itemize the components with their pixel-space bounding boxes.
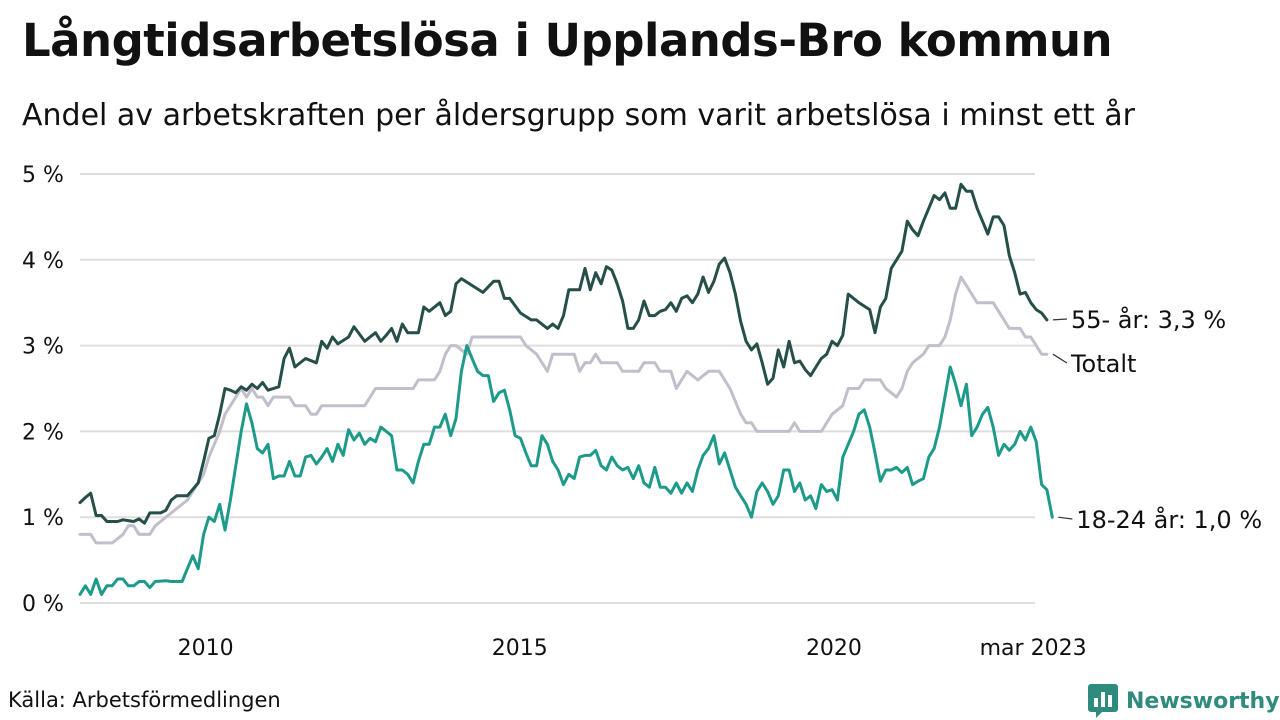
x-tick-label: mar 2023: [980, 636, 1087, 661]
series-end-label: 18-24 år: 1,0 %: [1076, 505, 1262, 534]
end-label-leader: [1058, 516, 1073, 520]
brand-name: Newsworthy: [1126, 688, 1280, 714]
y-tick-label: 0 %: [22, 592, 64, 617]
y-tick-label: 4 %: [22, 249, 64, 274]
series-lines: [78, 182, 1054, 596]
series-end-label: Totalt: [1070, 350, 1136, 378]
x-axis-tick-labels: 2010 2015 2020 mar 2023: [178, 636, 1087, 661]
y-tick-label: 5 %: [22, 163, 64, 188]
gridlines: [80, 173, 1035, 604]
series-line: [78, 182, 1049, 525]
brand-logo: Newsworthy: [1088, 684, 1280, 718]
y-axis-tick-labels: 0 % 1 % 2 % 3 % 4 % 5 %: [22, 163, 64, 617]
chart-subtitle: Andel av arbetskraften per åldersgrupp s…: [22, 98, 1135, 133]
y-tick-label: 2 %: [22, 420, 64, 445]
series-line: [78, 275, 1049, 545]
series-end-label: 55- år: 3,3 %: [1071, 305, 1226, 334]
bar-chart-logo-icon: [1088, 684, 1118, 718]
y-tick-label: 1 %: [22, 506, 64, 531]
x-tick-label: 2020: [806, 636, 862, 661]
series-end-labels: Totalt 55- år: 3,3 % 18-24 år: 1,0 %: [1052, 305, 1262, 534]
x-tick-label: 2010: [178, 636, 234, 661]
chart-title: Långtidsarbetslösa i Upplands-Bro kommun: [22, 14, 1113, 67]
x-tick-label: 2015: [492, 636, 548, 661]
y-tick-label: 3 %: [22, 335, 64, 360]
end-label-leader: [1052, 318, 1067, 321]
source-note: Källa: Arbetsförmedlingen: [8, 688, 281, 712]
end-label-leader: [1052, 353, 1068, 364]
series-line: [78, 344, 1054, 596]
